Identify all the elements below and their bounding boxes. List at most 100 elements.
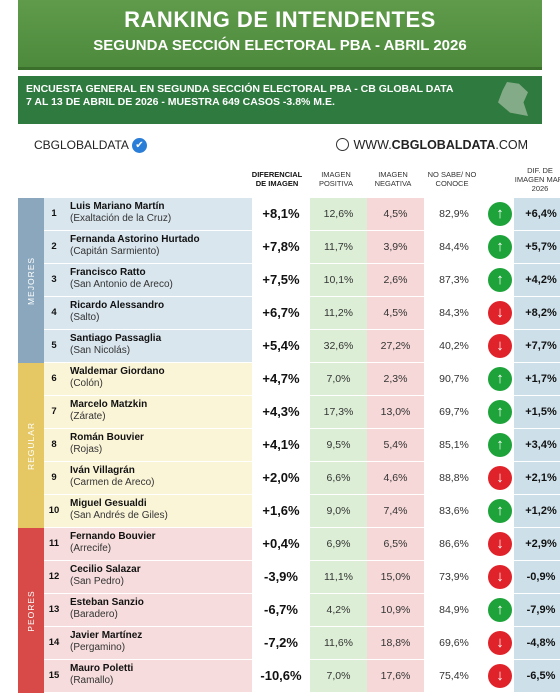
positive-value: 7,0% bbox=[310, 363, 367, 395]
nosabe-value: 73,9% bbox=[424, 561, 484, 593]
dif-marzo-value: -0,9% bbox=[514, 561, 560, 593]
positive-value: 11,2% bbox=[310, 297, 367, 329]
trend-cell: ↓ bbox=[484, 330, 514, 362]
arrow-up-icon: ↑ bbox=[488, 367, 512, 391]
name-cell: Román Bouvier (Rojas) bbox=[66, 429, 252, 461]
header-positiva: IMAGEN POSITIVA bbox=[318, 170, 354, 188]
rank-number: 12 bbox=[48, 571, 60, 582]
table-row: 7 Marcelo Matzkin (Zárate) +4,3% 17,3% 13,0% 6… bbox=[44, 396, 560, 429]
arrow-up-icon: ↑ bbox=[488, 235, 512, 259]
diferencial-value: +4,1% bbox=[252, 429, 310, 461]
municipality-name: (Carmen de Areco) bbox=[70, 477, 155, 488]
mayor-name: Luis Mariano Martín bbox=[70, 201, 165, 212]
table-row: 11 Fernando Bouvier (Arrecife) +0,4% 6,9% 6,5… bbox=[44, 528, 560, 561]
municipality-name: (San Pedro) bbox=[70, 576, 124, 587]
brand-handle: CBGLOBALDATA ✔ bbox=[34, 138, 147, 154]
nosabe-value: 69,6% bbox=[424, 627, 484, 659]
name-cell: Luis Mariano Martín (Exaltación de la Cru… bbox=[66, 198, 252, 230]
verified-check-icon: ✔ bbox=[131, 138, 147, 154]
municipality-name: (San Andrés de Giles) bbox=[70, 510, 168, 521]
rank-number: 1 bbox=[51, 208, 57, 219]
municipality-name: (Baradero) bbox=[70, 609, 118, 620]
municipality-name: (Colón) bbox=[70, 378, 103, 389]
group-label: REGULAR bbox=[26, 421, 36, 470]
trend-cell: ↑ bbox=[484, 495, 514, 527]
mayor-name: Waldemar Giordano bbox=[70, 366, 165, 377]
municipality-name: (Arrecife) bbox=[70, 543, 112, 554]
dif-marzo-value: +4,2% bbox=[514, 264, 560, 296]
page-subtitle: SEGUNDA SECCIÓN ELECTORAL PBA - ABRIL 20… bbox=[93, 37, 467, 54]
name-cell: Waldemar Giordano (Colón) bbox=[66, 363, 252, 395]
header-nosabe: NO SABE/ NO CONOCE bbox=[427, 170, 477, 188]
municipality-name: (Zárate) bbox=[70, 411, 106, 422]
trend-cell: ↓ bbox=[484, 462, 514, 494]
negative-value: 2,6% bbox=[367, 264, 424, 296]
trend-cell: ↑ bbox=[484, 396, 514, 428]
name-cell: Fernanda Astorino Hurtado (Capitán Sarmie… bbox=[66, 231, 252, 263]
arrow-up-icon: ↑ bbox=[488, 400, 512, 424]
mayor-name: Francisco Ratto bbox=[70, 267, 146, 278]
rank-number: 6 bbox=[51, 373, 57, 384]
rank-number: 3 bbox=[51, 274, 57, 285]
arrow-down-icon: ↓ bbox=[488, 664, 512, 688]
positive-value: 11,6% bbox=[310, 627, 367, 659]
rank-number: 5 bbox=[51, 340, 57, 351]
municipality-name: (San Nicolás) bbox=[70, 345, 131, 356]
trend-cell: ↑ bbox=[484, 264, 514, 296]
brand-row: CBGLOBALDATA ✔ WWW.CBGLOBALDATA.COM bbox=[18, 126, 542, 164]
negative-value: 17,6% bbox=[367, 660, 424, 692]
mayor-name: Fernando Bouvier bbox=[70, 531, 156, 542]
positive-value: 10,1% bbox=[310, 264, 367, 296]
nosabe-value: 84,9% bbox=[424, 594, 484, 626]
positive-value: 11,7% bbox=[310, 231, 367, 263]
arrow-down-icon: ↓ bbox=[488, 301, 512, 325]
positive-value: 9,5% bbox=[310, 429, 367, 461]
negative-value: 18,8% bbox=[367, 627, 424, 659]
table-row: 13 Esteban Sanzio (Baradero) -6,7% 4,2% 10,9%… bbox=[44, 594, 560, 627]
trend-cell: ↓ bbox=[484, 660, 514, 692]
arrow-down-icon: ↓ bbox=[488, 631, 512, 655]
trend-cell: ↓ bbox=[484, 297, 514, 329]
survey-description: ENCUESTA GENERAL EN SEGUNDA SECCIÓN ELEC… bbox=[26, 83, 454, 95]
trend-cell: ↑ bbox=[484, 429, 514, 461]
negative-value: 7,4% bbox=[367, 495, 424, 527]
table-row: 9 Iván Villagrán (Carmen de Areco) +2,0% 6,6… bbox=[44, 462, 560, 495]
table-row: 12 Cecilio Salazar (San Pedro) -3,9% 11,1% 15… bbox=[44, 561, 560, 594]
nosabe-value: 84,4% bbox=[424, 231, 484, 263]
municipality-name: (Rojas) bbox=[70, 444, 103, 455]
group-label: PEORES bbox=[26, 589, 36, 632]
trend-cell: ↑ bbox=[484, 198, 514, 230]
negative-value: 10,9% bbox=[367, 594, 424, 626]
diferencial-value: +4,3% bbox=[252, 396, 310, 428]
nosabe-value: 90,7% bbox=[424, 363, 484, 395]
website-link[interactable]: WWW.CBGLOBALDATA.COM bbox=[336, 138, 528, 152]
municipality-name: (San Antonio de Areco) bbox=[70, 279, 173, 290]
diferencial-value: +7,5% bbox=[252, 264, 310, 296]
arrow-down-icon: ↓ bbox=[488, 466, 512, 490]
name-cell: Javier Martínez (Pergamino) bbox=[66, 627, 252, 659]
table-row: 15 Mauro Poletti (Ramallo) -10,6% 7,0% 17,6% 7… bbox=[44, 660, 560, 693]
name-cell: Mauro Poletti (Ramallo) bbox=[66, 660, 252, 692]
rank-number: 8 bbox=[51, 439, 57, 450]
table-row: 6 Waldemar Giordano (Colón) +4,7% 7,0% 2,3% 90… bbox=[44, 363, 560, 396]
table-row: 3 Francisco Ratto (San Antonio de Areco) +7… bbox=[44, 264, 560, 297]
rank-number: 11 bbox=[48, 538, 60, 549]
negative-value: 5,4% bbox=[367, 429, 424, 461]
negative-value: 6,5% bbox=[367, 528, 424, 560]
nosabe-value: 85,1% bbox=[424, 429, 484, 461]
table-row: 14 Javier Martínez (Pergamino) -7,2% 11,6% 18… bbox=[44, 627, 560, 660]
mayor-name: Esteban Sanzio bbox=[70, 597, 144, 608]
dif-marzo-value: +1,2% bbox=[514, 495, 560, 527]
rank-number: 10 bbox=[48, 505, 60, 516]
mayor-name: Marcelo Matzkin bbox=[70, 399, 148, 410]
header-negativa: IMAGEN NEGATIVA bbox=[374, 170, 412, 188]
diferencial-value: -3,9% bbox=[252, 561, 310, 593]
mayor-name: Ricardo Alessandro bbox=[70, 300, 165, 311]
mayor-name: Santiago Passaglia bbox=[70, 333, 162, 344]
name-cell: Cecilio Salazar (San Pedro) bbox=[66, 561, 252, 593]
positive-value: 12,6% bbox=[310, 198, 367, 230]
diferencial-value: +2,0% bbox=[252, 462, 310, 494]
arrow-down-icon: ↓ bbox=[488, 532, 512, 556]
trend-cell: ↑ bbox=[484, 231, 514, 263]
dif-marzo-value: +1,7% bbox=[514, 363, 560, 395]
